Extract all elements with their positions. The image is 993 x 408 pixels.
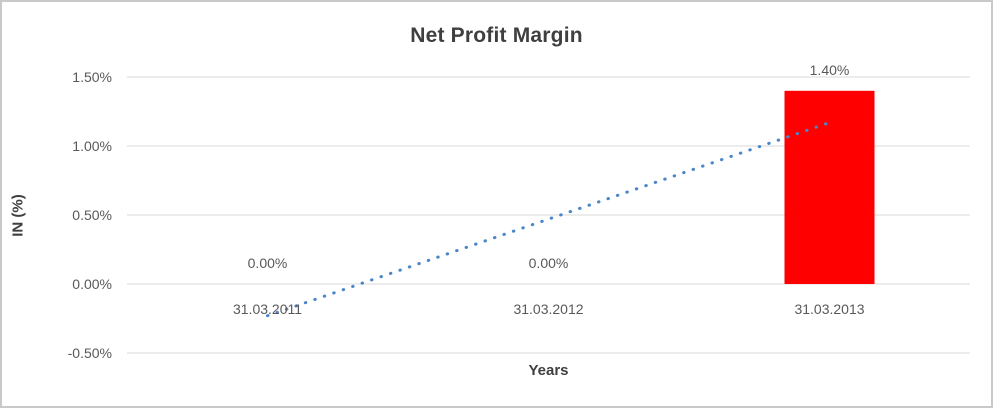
bar-31.03.2013 <box>784 90 875 284</box>
data-label: 1.40% <box>809 61 850 78</box>
x-axis-title: Years <box>528 362 569 379</box>
y-tick-label: 0.50% <box>72 207 112 223</box>
y-tick-label: 1.50% <box>72 69 112 85</box>
data-label: 0.00% <box>247 255 288 271</box>
y-tick-label: 1.00% <box>72 138 112 154</box>
y-tick-label: 0.00% <box>72 276 112 292</box>
chart-title: Net Profit Margin <box>410 24 583 47</box>
data-label: 0.00% <box>528 255 569 271</box>
trendline <box>266 121 831 318</box>
category-label: 31.03.2013 <box>794 301 865 317</box>
y-tick-label: -0.50% <box>67 345 112 361</box>
category-label: 31.03.2012 <box>513 301 584 317</box>
y-axis-title: IN (%) <box>9 194 27 237</box>
category-label: 31.03.2011 <box>232 301 303 317</box>
